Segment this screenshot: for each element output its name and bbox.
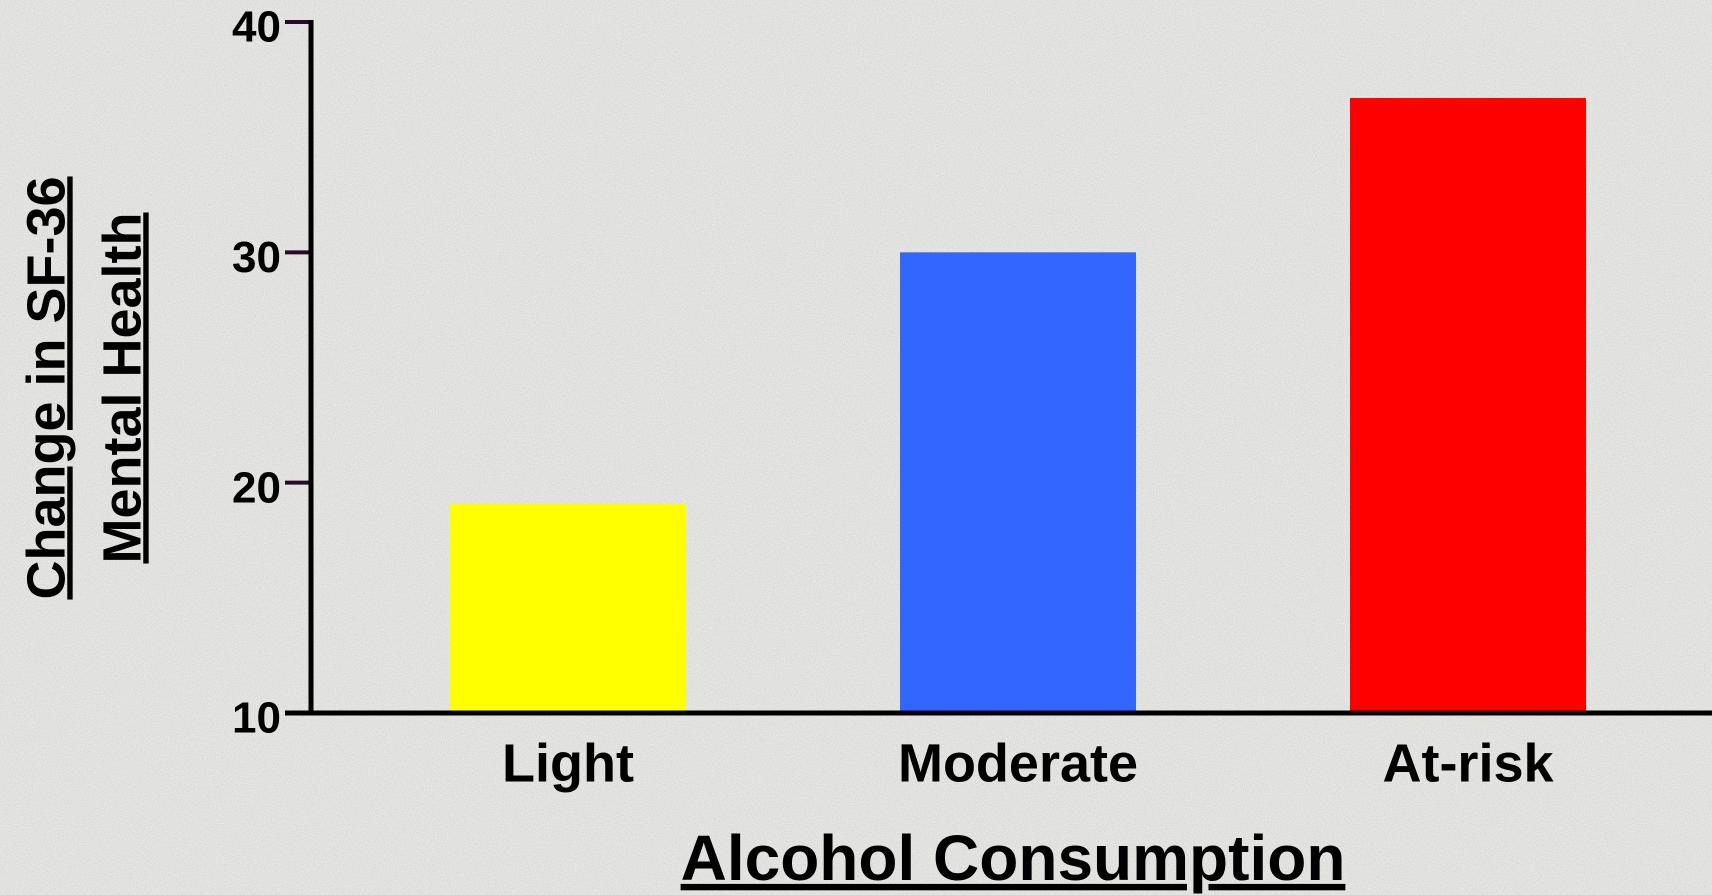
y-tick-label: 30 xyxy=(232,233,281,282)
y-axis-title: Change in SF-36 Mental Health xyxy=(16,176,152,599)
y-tick-label: 10 xyxy=(232,694,281,743)
x-tick-label: Light xyxy=(502,733,634,793)
x-axis-title: Alcohol Consumption xyxy=(681,822,1346,894)
y-axis-title-line: Mental Health xyxy=(92,212,152,563)
y-tick-label: 40 xyxy=(232,3,281,52)
bar xyxy=(900,252,1136,714)
bar xyxy=(450,503,686,713)
y-axis-title-line: Change in SF-36 xyxy=(16,176,76,599)
x-tick-label: Moderate xyxy=(898,733,1138,793)
x-tick-label: At-risk xyxy=(1382,733,1554,793)
y-tick-label: 20 xyxy=(232,463,281,512)
bar xyxy=(1350,98,1586,713)
